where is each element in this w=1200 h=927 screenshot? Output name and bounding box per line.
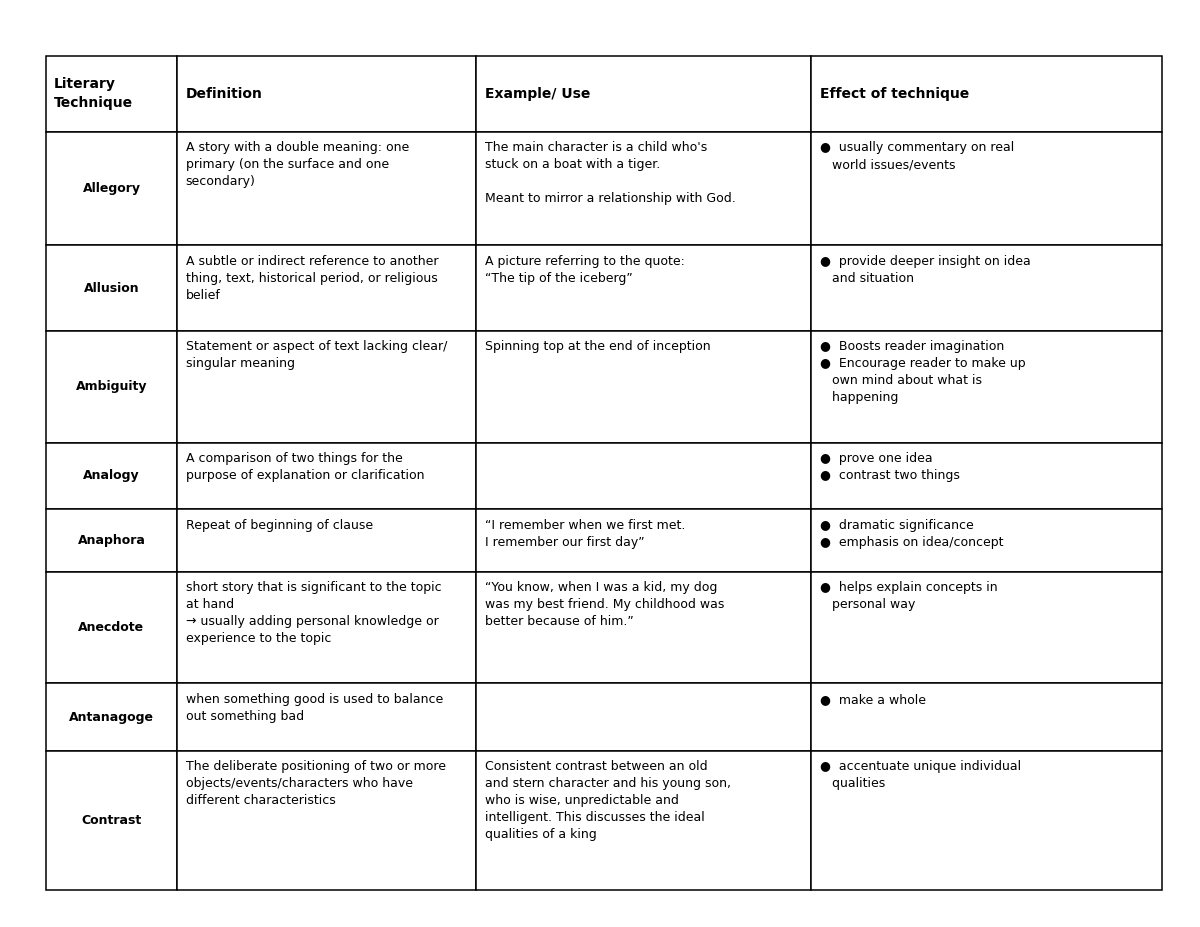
Bar [46, 56, 178, 132]
Bar [811, 683, 1162, 751]
Bar [46, 751, 178, 890]
Bar [178, 246, 476, 331]
Text: Anecdote: Anecdote [78, 621, 144, 634]
Bar [46, 509, 178, 572]
Bar [811, 509, 1162, 572]
Bar [811, 442, 1162, 509]
Bar [476, 56, 811, 132]
Text: Example/ Use: Example/ Use [485, 87, 590, 101]
Text: when something good is used to balance
out something bad: when something good is used to balance o… [186, 692, 443, 723]
Bar [811, 132, 1162, 246]
Bar [178, 132, 476, 246]
Text: ●  accentuate unique individual
   qualities: ● accentuate unique individual qualities [820, 760, 1021, 791]
Bar [178, 683, 476, 751]
Bar [178, 572, 476, 683]
Text: ●  Boosts reader imagination
●  Encourage reader to make up
   own mind about wh: ● Boosts reader imagination ● Encourage … [820, 340, 1025, 404]
Bar [476, 246, 811, 331]
Bar [476, 132, 811, 246]
Text: Statement or aspect of text lacking clear/
singular meaning: Statement or aspect of text lacking clea… [186, 340, 448, 370]
Bar [811, 331, 1162, 442]
Bar [178, 751, 476, 890]
Bar [811, 246, 1162, 331]
Bar [178, 331, 476, 442]
Bar [178, 56, 476, 132]
Bar [476, 751, 811, 890]
Bar [476, 442, 811, 509]
Bar [46, 442, 178, 509]
Text: Contrast: Contrast [82, 814, 142, 827]
Bar [46, 683, 178, 751]
Text: Consistent contrast between an old
and stern character and his young son,
who is: Consistent contrast between an old and s… [485, 760, 731, 842]
Bar [476, 572, 811, 683]
Bar [46, 246, 178, 331]
Text: The deliberate positioning of two or more
objects/events/characters who have
dif: The deliberate positioning of two or mor… [186, 760, 445, 807]
Text: Anaphora: Anaphora [78, 534, 145, 547]
Text: Effect of technique: Effect of technique [820, 87, 968, 101]
Bar [476, 331, 811, 442]
Text: Analogy: Analogy [83, 469, 139, 482]
Text: Allusion: Allusion [84, 282, 139, 295]
Text: A subtle or indirect reference to another
thing, text, historical period, or rel: A subtle or indirect reference to anothe… [186, 255, 438, 301]
Text: Allegory: Allegory [83, 182, 140, 195]
Text: ●  helps explain concepts in
   personal way: ● helps explain concepts in personal way [820, 581, 997, 611]
Text: Literary
Technique: Literary Technique [54, 78, 133, 110]
Bar [811, 572, 1162, 683]
Bar [476, 683, 811, 751]
Bar [811, 751, 1162, 890]
Text: ●  dramatic significance
●  emphasis on idea/concept: ● dramatic significance ● emphasis on id… [820, 518, 1003, 549]
Bar [178, 442, 476, 509]
Text: ●  usually commentary on real
   world issues/events: ● usually commentary on real world issue… [820, 141, 1014, 171]
Bar [46, 331, 178, 442]
Bar [46, 132, 178, 246]
Text: A comparison of two things for the
purpose of explanation or clarification: A comparison of two things for the purpo… [186, 451, 424, 482]
Bar [178, 509, 476, 572]
Text: short story that is significant to the topic
at hand
→ usually adding personal k: short story that is significant to the t… [186, 581, 442, 645]
Text: A story with a double meaning: one
primary (on the surface and one
secondary): A story with a double meaning: one prima… [186, 141, 409, 188]
Text: Spinning top at the end of inception: Spinning top at the end of inception [485, 340, 710, 353]
Text: Ambiguity: Ambiguity [76, 380, 148, 393]
Text: A picture referring to the quote:
“The tip of the iceberg”: A picture referring to the quote: “The t… [485, 255, 685, 285]
Bar [46, 572, 178, 683]
Text: Repeat of beginning of clause: Repeat of beginning of clause [186, 518, 373, 531]
Text: Definition: Definition [186, 87, 263, 101]
Text: ●  make a whole: ● make a whole [820, 692, 925, 705]
Bar [811, 56, 1162, 132]
Text: The main character is a child who's
stuck on a boat with a tiger.

Meant to mirr: The main character is a child who's stuc… [485, 141, 736, 205]
Text: Antanagoge: Antanagoge [68, 711, 154, 724]
Text: “You know, when I was a kid, my dog
was my best friend. My childhood was
better : “You know, when I was a kid, my dog was … [485, 581, 724, 629]
Text: ●  prove one idea
●  contrast two things: ● prove one idea ● contrast two things [820, 451, 960, 482]
Text: “I remember when we first met.
I remember our first day”: “I remember when we first met. I remembe… [485, 518, 685, 549]
Text: ●  provide deeper insight on idea
   and situation: ● provide deeper insight on idea and sit… [820, 255, 1031, 285]
Bar [476, 509, 811, 572]
